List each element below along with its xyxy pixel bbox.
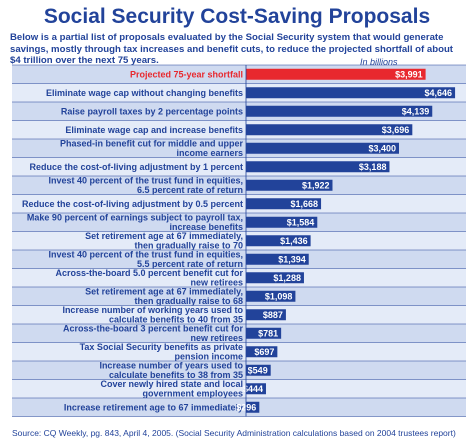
category-label: Eliminate wage cap without changing bene… [46, 88, 243, 98]
category-label: Eliminate wage cap and increase benefits [65, 125, 243, 135]
category-label: new retirees [190, 278, 243, 288]
category-label: Across-the-board 3 percent benefit cut f… [63, 323, 244, 333]
bar-value-label: $444 [243, 384, 263, 394]
bar [246, 290, 296, 302]
category-label: Increase number of years used to [99, 360, 243, 370]
category-label: Set retirement age at 67 immediately, [85, 231, 243, 241]
bar-value-label: $549 [248, 365, 268, 375]
row-background [12, 361, 466, 380]
category-label: calculate benefits to 40 from 35 [109, 315, 243, 325]
bar [246, 253, 309, 265]
category-label: Phased-in benefit cut for middle and upp… [60, 138, 244, 148]
bar [246, 309, 286, 321]
bar [246, 383, 266, 395]
bar [246, 235, 311, 247]
category-label: Raise payroll taxes by 2 percentage poin… [61, 106, 243, 116]
category-label: Across-the-board 5.0 percent benefit cut… [55, 268, 243, 278]
category-label: new retirees [190, 333, 243, 343]
bar-value-label: $781 [258, 328, 278, 338]
bar-value-label: $4,646 [425, 88, 453, 98]
bar-value-label: $697 [254, 347, 274, 357]
bar [246, 198, 322, 210]
bar [246, 272, 304, 284]
category-label: Cover newly hired state and local [100, 379, 243, 389]
bar-value-label: $1,288 [273, 273, 301, 283]
category-label: pension income [174, 352, 243, 362]
category-label: then gradually raise to 70 [134, 241, 243, 251]
row-background [12, 305, 466, 324]
category-label: government employees [142, 389, 243, 399]
bar [246, 142, 399, 154]
bar [246, 216, 318, 228]
row-background [12, 176, 466, 195]
bar [246, 105, 433, 117]
category-label: 6.5 percent rate of return [137, 185, 243, 195]
category-label: Increase retirement age to 67 immediatel… [64, 402, 243, 412]
category-label: then gradually raise to 68 [134, 296, 243, 306]
category-label: Projected 75-year shortfall [130, 69, 243, 79]
category-label: Tax Social Security benefits as private [80, 342, 243, 352]
row-background [12, 324, 466, 343]
bar-value-label: $1,436 [280, 236, 308, 246]
row-background [12, 231, 466, 250]
bar-value-label: $4,139 [402, 106, 430, 116]
category-label: income earners [176, 148, 243, 158]
bar-value-label: $3,991 [395, 69, 423, 79]
bar-value-label: $3,188 [359, 162, 387, 172]
bar-value-label: $1,394 [278, 254, 306, 264]
bar [246, 346, 278, 358]
bar-value-label: $887 [263, 310, 283, 320]
bar [246, 179, 333, 191]
bar [246, 327, 282, 339]
category-label: Increase number of working years used to [62, 305, 243, 315]
bar [246, 124, 413, 136]
bar-value-label: $3,696 [382, 125, 410, 135]
bar-value-label: $3,400 [368, 143, 396, 153]
row-background [12, 342, 466, 361]
bar [246, 161, 390, 173]
bar-value-label: $1,584 [287, 217, 315, 227]
category-label: Reduce the cost-of-living adjustment by … [29, 162, 243, 172]
category-label: calculate benefits to 38 from 35 [109, 370, 243, 380]
category-label: 5.5 percent rate of return [137, 259, 243, 269]
row-background [12, 213, 466, 232]
unit-label: In billions [360, 57, 398, 67]
row-background [12, 250, 466, 269]
category-label: Set retirement age at 67 immediately, [85, 286, 243, 296]
row-background [12, 379, 466, 398]
row-background [12, 287, 466, 306]
chart-intro: Below is a partial list of proposals eva… [10, 32, 453, 66]
row-background [12, 398, 466, 417]
category-label: Invest 40 percent of the trust fund in e… [48, 175, 243, 185]
category-label: Reduce the cost-of-living adjustment by … [22, 199, 243, 209]
chart-title: Social Security Cost-Saving Proposals [43, 5, 431, 28]
bar-value-label: $1,098 [265, 291, 293, 301]
bar-value-label: $1,668 [291, 199, 319, 209]
bar [246, 364, 271, 376]
category-label: Make 90 percent of earnings subject to p… [27, 212, 243, 222]
bar [246, 68, 426, 80]
row-background [12, 268, 466, 287]
bar [246, 87, 456, 99]
bar [246, 401, 260, 413]
bar-value-label: $1,922 [302, 180, 330, 190]
category-label: Invest 40 percent of the trust fund in e… [48, 249, 243, 259]
source-note: Source: CQ Weekly, pg. 843, April 4, 200… [12, 428, 456, 438]
row-background [12, 194, 466, 213]
category-label: increase benefits [169, 222, 243, 232]
